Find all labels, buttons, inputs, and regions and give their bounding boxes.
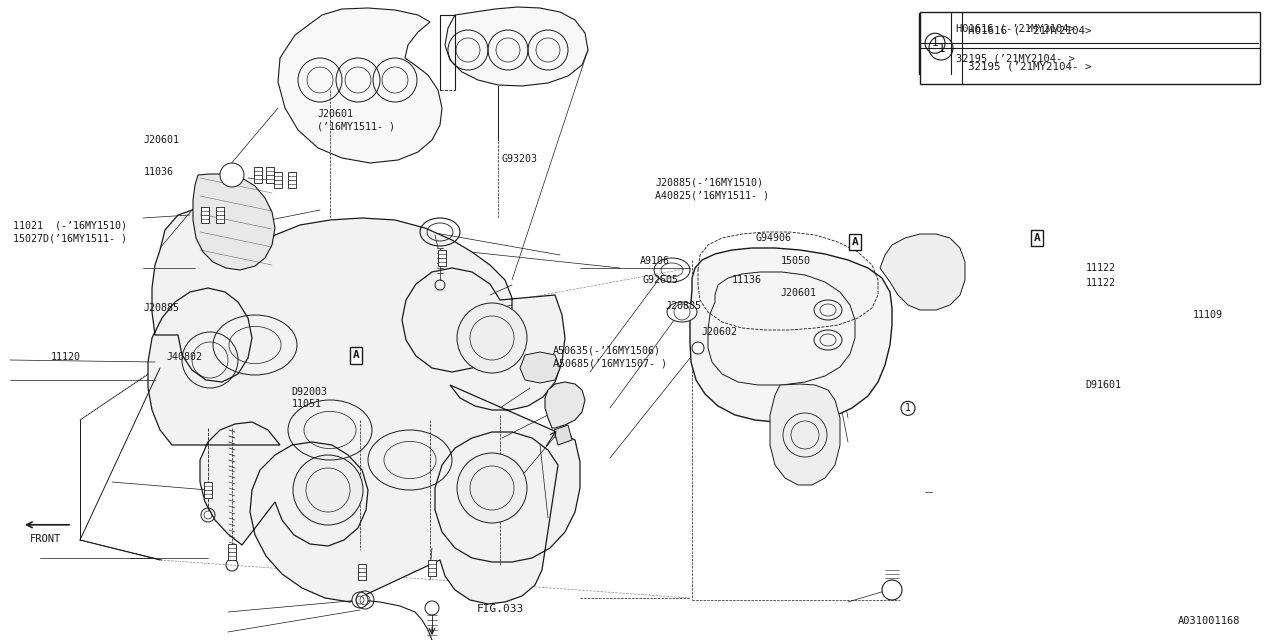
Text: A: A [352,350,360,360]
Text: A9106: A9106 [640,256,669,266]
Polygon shape [148,208,580,604]
Circle shape [882,580,902,600]
Text: G94906: G94906 [755,233,791,243]
Bar [349,347,362,364]
Circle shape [425,601,439,615]
Text: A40825(’16MY1511- ): A40825(’16MY1511- ) [655,190,769,200]
Polygon shape [881,234,965,310]
Circle shape [457,453,527,523]
Text: J20601: J20601 [317,109,353,119]
Text: FIG.033: FIG.033 [476,604,524,614]
Text: J20885(-’16MY1510): J20885(-’16MY1510) [655,177,763,188]
Text: A: A [851,237,859,247]
Text: J20602: J20602 [701,326,737,337]
Text: D92003: D92003 [292,387,328,397]
Text: (’16MY1511- ): (’16MY1511- ) [317,122,396,132]
Text: 11122: 11122 [1085,278,1115,288]
Ellipse shape [667,302,698,322]
Text: 11021  (-’16MY1510): 11021 (-’16MY1510) [13,220,127,230]
Text: J20601: J20601 [143,134,179,145]
Text: 15027D(’16MY1511- ): 15027D(’16MY1511- ) [13,233,127,243]
Bar [288,172,296,188]
Bar [438,250,445,266]
Text: 11109: 11109 [1193,310,1222,320]
Polygon shape [193,174,275,270]
Bar [428,560,436,576]
Bar [253,167,262,183]
Polygon shape [690,248,892,422]
Polygon shape [278,8,442,163]
Bar [204,482,212,498]
Bar [201,207,209,223]
Text: 11136: 11136 [732,275,762,285]
Bar [920,12,1260,84]
Text: A031001168: A031001168 [1178,616,1240,626]
Text: 15050: 15050 [781,256,810,266]
Circle shape [692,342,704,354]
Text: A50635(-’16MY1506): A50635(-’16MY1506) [553,346,660,356]
Text: J20601: J20601 [781,288,817,298]
Polygon shape [554,425,572,445]
Polygon shape [771,384,840,485]
Text: H01616 (-’21MY2104>: H01616 (-’21MY2104> [956,23,1075,33]
Bar [228,544,236,560]
Text: 32195 (’21MY2104- >: 32195 (’21MY2104- > [968,61,1092,71]
Circle shape [457,303,527,373]
Bar [919,13,1258,74]
Bar [849,234,861,250]
Text: J40802: J40802 [166,352,202,362]
Polygon shape [445,7,588,86]
Polygon shape [545,382,585,428]
Text: 11120: 11120 [51,352,81,362]
Circle shape [352,592,369,608]
Text: 1: 1 [905,403,911,413]
Text: 1: 1 [932,38,938,48]
Text: D91601: D91601 [1085,380,1121,390]
Text: G93203: G93203 [502,154,538,164]
Circle shape [220,163,244,187]
Text: A50685(’16MY1507- ): A50685(’16MY1507- ) [553,358,667,369]
Text: 11122: 11122 [1085,262,1115,273]
Text: J20885: J20885 [143,303,179,314]
Text: 32195 (’21MY2104- >: 32195 (’21MY2104- > [956,53,1075,63]
Text: A: A [1033,233,1041,243]
Bar [274,172,282,188]
Bar [266,167,274,183]
Circle shape [293,455,364,525]
Bar [1030,230,1043,246]
Text: 1: 1 [937,42,945,54]
Text: 11036: 11036 [143,166,173,177]
Text: G92605: G92605 [643,275,678,285]
Text: FRONT: FRONT [29,534,61,544]
Polygon shape [520,352,561,383]
Text: 11051: 11051 [292,399,321,410]
Bar [216,207,224,223]
Bar [358,564,366,580]
Text: H01616 (-’21MY2104>: H01616 (-’21MY2104> [968,25,1092,35]
Text: J20885: J20885 [666,301,701,311]
